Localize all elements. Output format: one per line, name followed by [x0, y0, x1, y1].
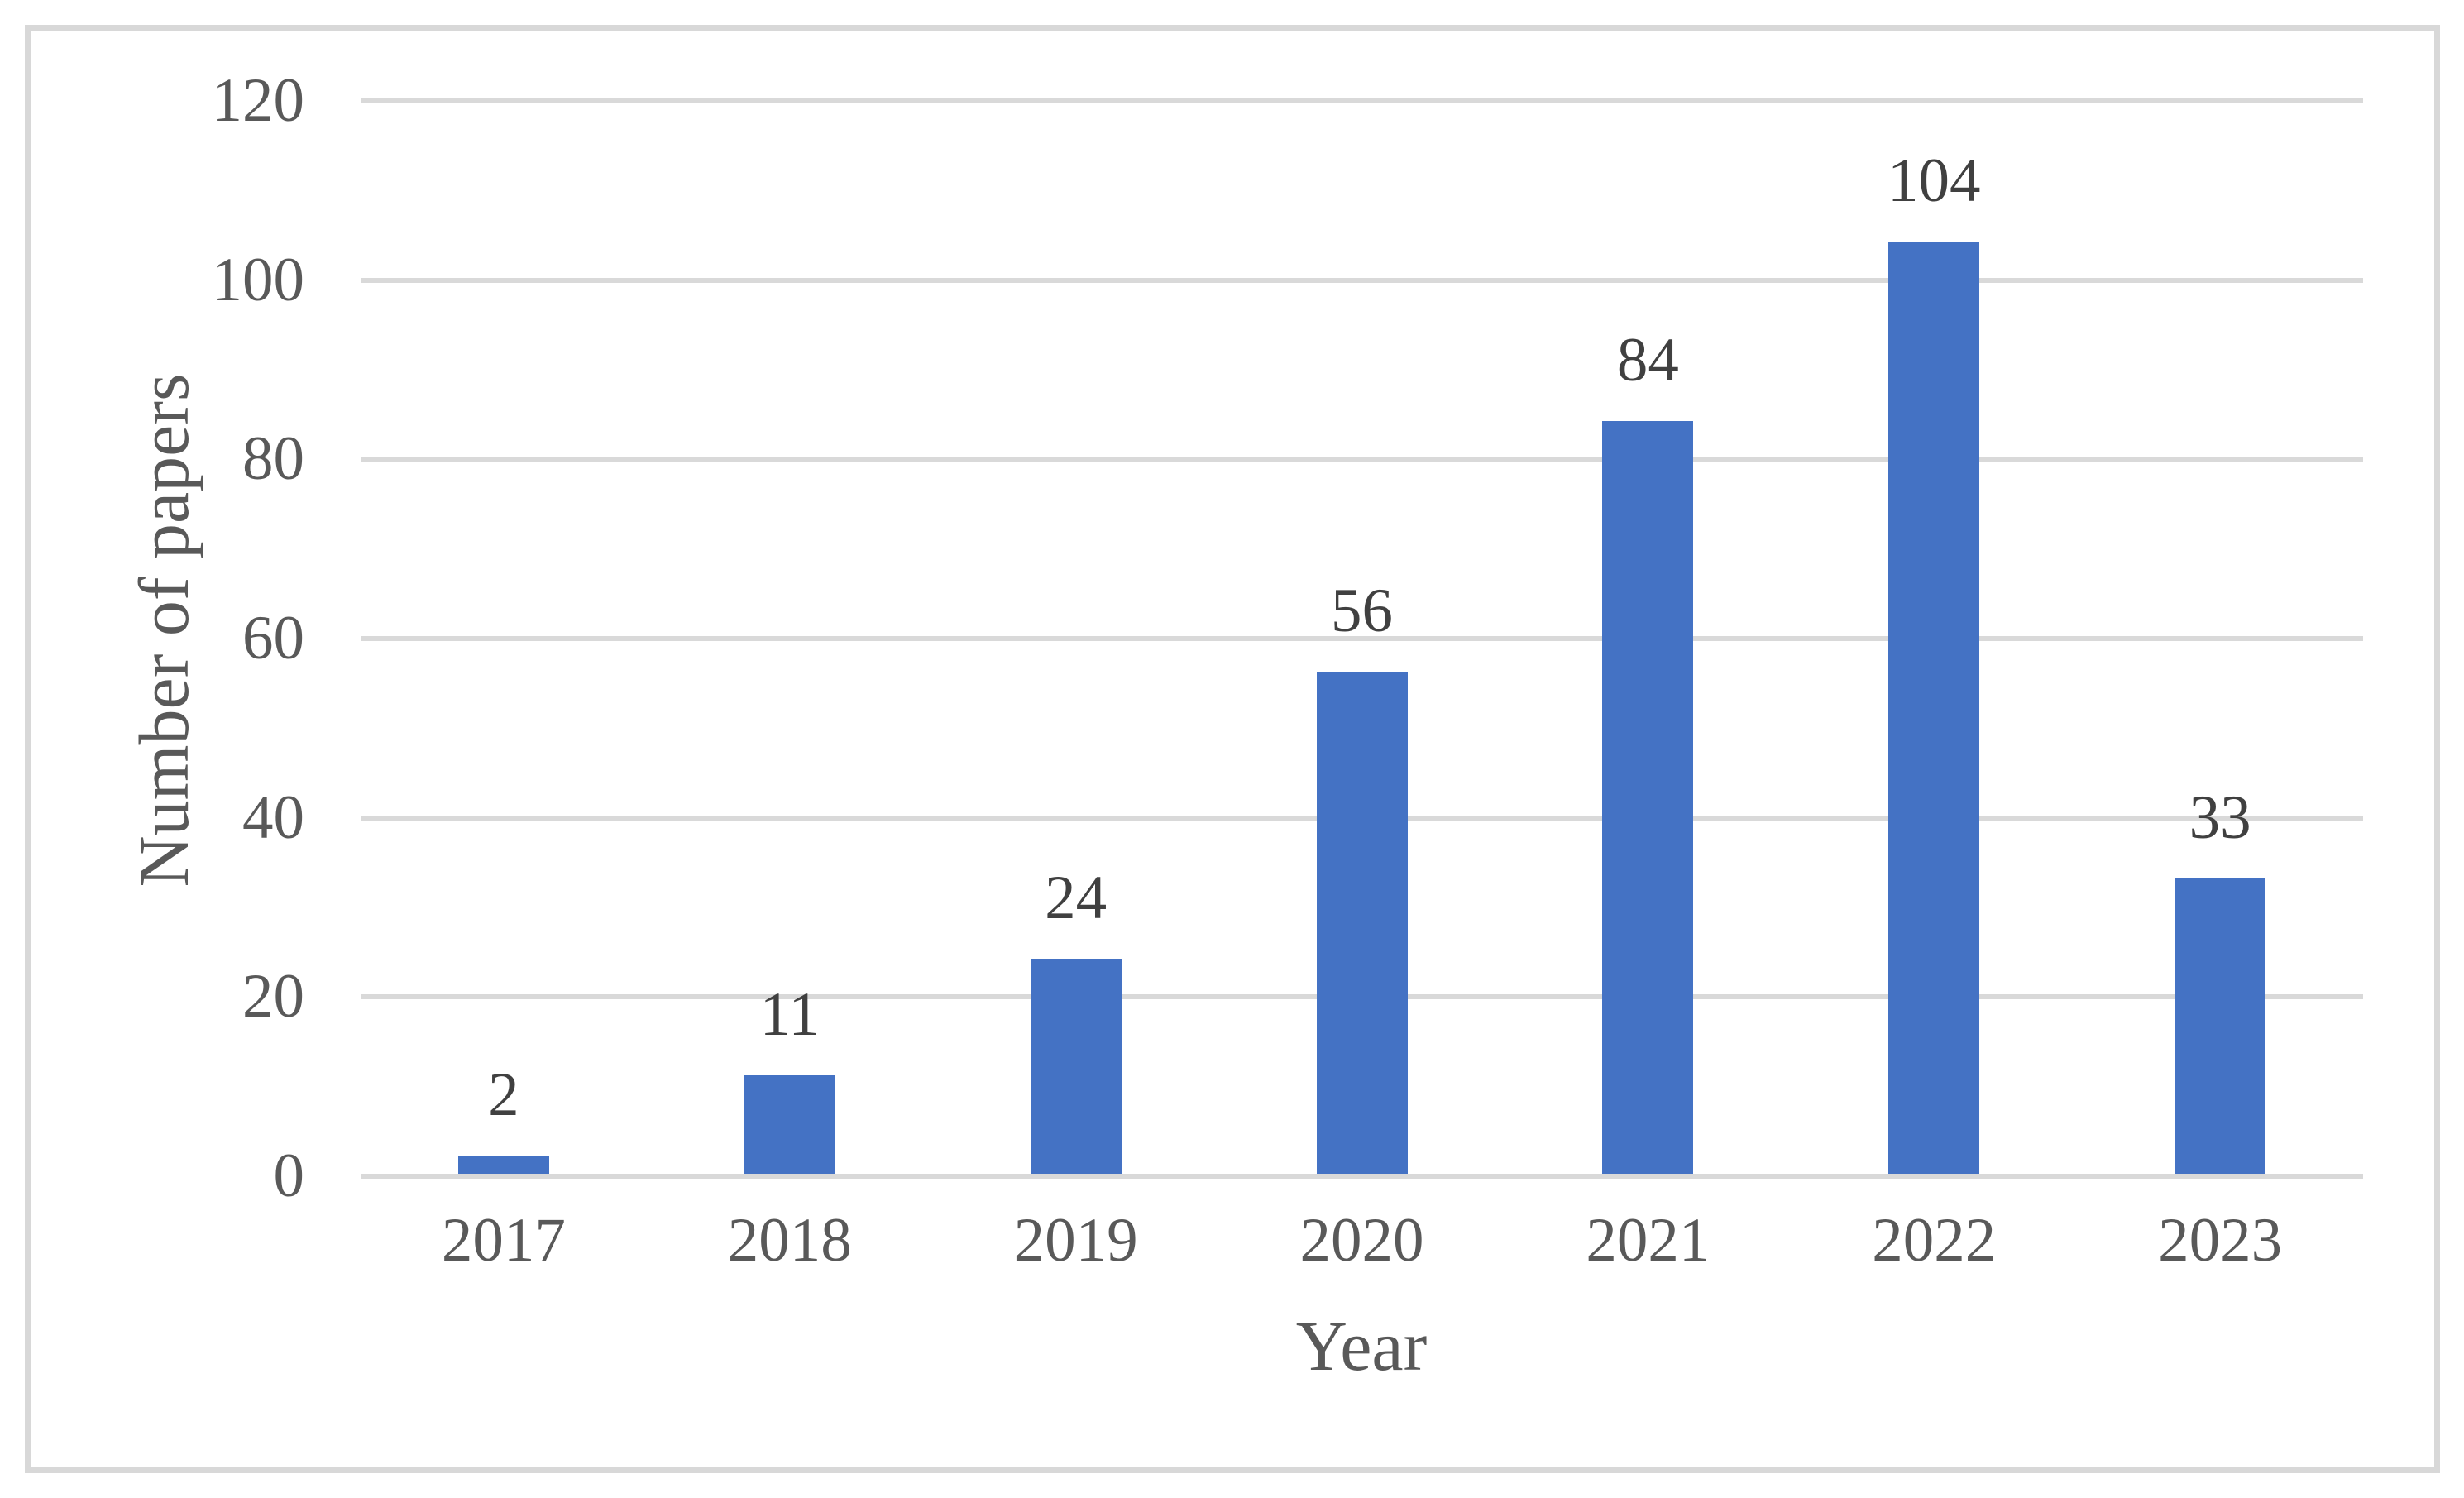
y-tick-label: 20 [242, 962, 304, 1031]
bar-value-label: 56 [1331, 577, 1393, 646]
y-tick-label: 40 [242, 783, 304, 852]
x-tick-label: 2022 [1872, 1206, 1997, 1275]
bar-2020 [1316, 672, 1408, 1174]
bar-value-label: 33 [2189, 783, 2251, 852]
x-tick-label: 2019 [1013, 1206, 1138, 1275]
bar-value-label: 2 [488, 1060, 519, 1130]
y-tick-label: 0 [273, 1141, 305, 1210]
chart-border-frame [25, 25, 2440, 1473]
bar-2022 [1888, 242, 1980, 1174]
x-tick-label: 2018 [727, 1206, 852, 1275]
bar-2019 [1030, 959, 1122, 1174]
bar-2021 [1602, 421, 1694, 1174]
gridline-y-0 [361, 1174, 2363, 1179]
x-axis-title: Year [1295, 1306, 1428, 1386]
y-tick-label: 120 [211, 66, 305, 135]
bar-value-label: 24 [1045, 864, 1108, 932]
bar-2023 [2175, 878, 2266, 1174]
bar-value-label: 84 [1616, 326, 1679, 395]
y-tick-label: 100 [211, 245, 305, 314]
y-tick-label: 60 [242, 604, 304, 672]
bar-2018 [744, 1074, 835, 1174]
gridline-y-60 [361, 636, 2363, 641]
x-tick-label: 2023 [2158, 1206, 2283, 1275]
x-tick-label: 2017 [441, 1206, 566, 1275]
x-tick-label: 2020 [1299, 1206, 1424, 1275]
gridline-y-120 [361, 98, 2363, 103]
bar-value-label: 104 [1887, 146, 1981, 216]
y-tick-label: 80 [242, 424, 304, 494]
y-axis-title: Number of papers [124, 373, 203, 888]
gridline-y-80 [361, 457, 2363, 462]
bar-2017 [457, 1156, 549, 1174]
x-tick-label: 2021 [1586, 1206, 1710, 1275]
bar-value-label: 11 [759, 979, 820, 1049]
gridline-y-100 [361, 277, 2363, 283]
